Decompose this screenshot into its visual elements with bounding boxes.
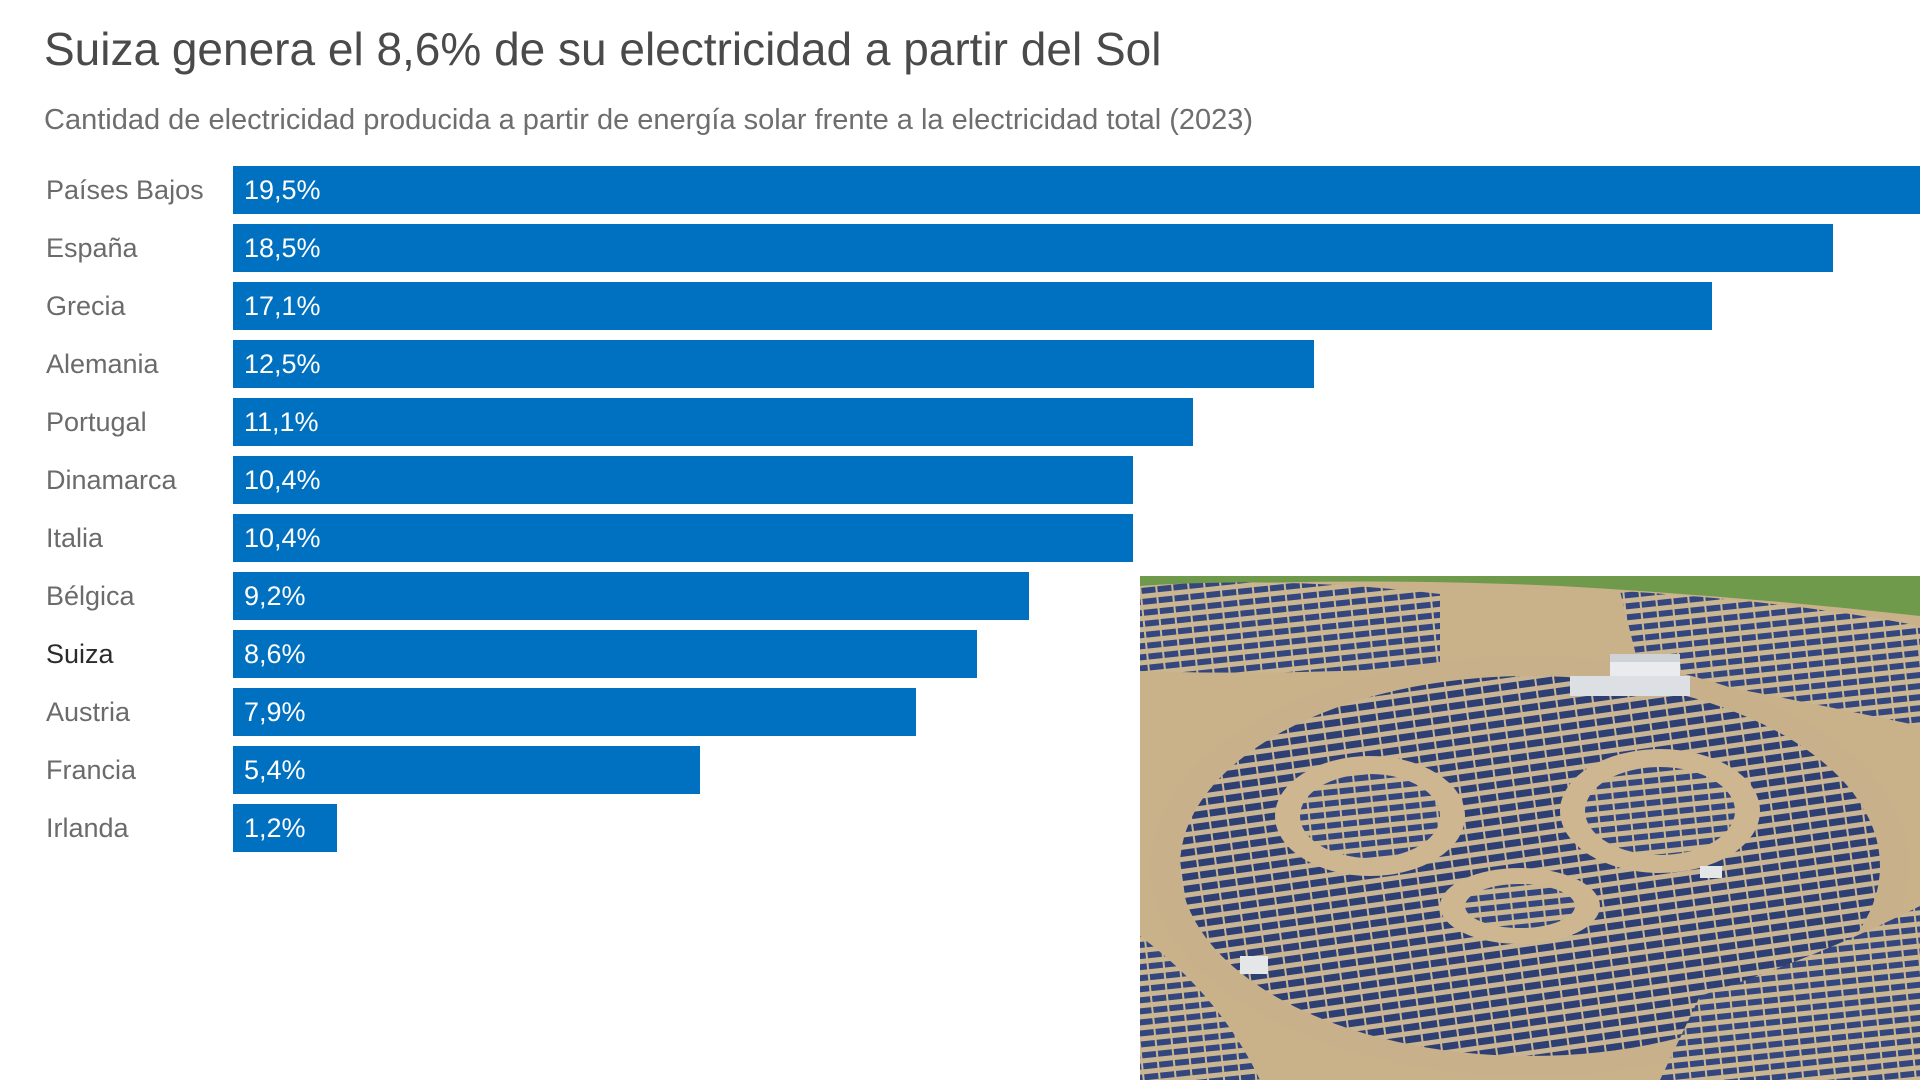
bar xyxy=(233,746,700,794)
category-label: Francia xyxy=(46,755,137,785)
data-label: 7,9% xyxy=(244,697,306,727)
category-label: Portugal xyxy=(46,407,147,437)
bar xyxy=(233,630,977,678)
data-label: 1,2% xyxy=(244,813,306,843)
bar xyxy=(233,572,1029,620)
bar-row: Alemania 12,5% xyxy=(0,340,1920,388)
bar-row: Portugal 11,1% xyxy=(0,398,1920,446)
bar-row: España 18,5% xyxy=(0,224,1920,272)
bar-row: Países Bajos 19,5% xyxy=(0,166,1920,214)
category-label: Austria xyxy=(46,697,131,727)
data-label: 12,5% xyxy=(244,349,321,379)
bar xyxy=(233,282,1712,330)
bar xyxy=(233,224,1833,272)
bar xyxy=(233,514,1133,562)
category-label: Irlanda xyxy=(46,813,129,843)
data-label: 18,5% xyxy=(244,233,321,263)
category-label: España xyxy=(46,233,138,263)
data-label: 10,4% xyxy=(244,465,321,495)
bar-row: Bélgica 9,2% xyxy=(0,572,1920,620)
data-label: 10,4% xyxy=(244,523,321,553)
bar xyxy=(233,398,1193,446)
category-label: Italia xyxy=(46,523,104,553)
bar-row: Irlanda 1,2% xyxy=(0,804,1920,852)
data-label: 8,6% xyxy=(244,639,306,669)
bar xyxy=(233,166,1920,214)
solar-farm-photo xyxy=(1140,576,1920,1080)
category-label: Países Bajos xyxy=(46,175,204,205)
bar-row: Francia 5,4% xyxy=(0,746,1920,794)
data-label: 5,4% xyxy=(244,755,306,785)
chart-subtitle: Cantidad de electricidad producida a par… xyxy=(44,104,1254,136)
data-label: 17,1% xyxy=(244,291,321,321)
category-label: Grecia xyxy=(46,291,126,321)
chart-title: Suiza genera el 8,6% de su electricidad … xyxy=(44,23,1162,75)
category-label: Dinamarca xyxy=(46,465,177,495)
category-label: Bélgica xyxy=(46,581,135,611)
bar-row: Italia 10,4% xyxy=(0,514,1920,562)
data-label: 9,2% xyxy=(244,581,306,611)
bar xyxy=(233,688,916,736)
category-label: Suiza xyxy=(46,639,114,669)
bar-row: Grecia 17,1% xyxy=(0,282,1920,330)
data-label: 11,1% xyxy=(244,407,319,437)
bar xyxy=(233,340,1314,388)
bar-row: Dinamarca 10,4% xyxy=(0,456,1920,504)
data-label: 19,5% xyxy=(244,175,321,205)
bar xyxy=(233,456,1133,504)
bar xyxy=(233,804,337,852)
bar-row: Austria 7,9% xyxy=(0,688,1920,736)
category-label: Alemania xyxy=(46,349,159,379)
bar-row: Suiza 8,6% xyxy=(0,630,1920,678)
